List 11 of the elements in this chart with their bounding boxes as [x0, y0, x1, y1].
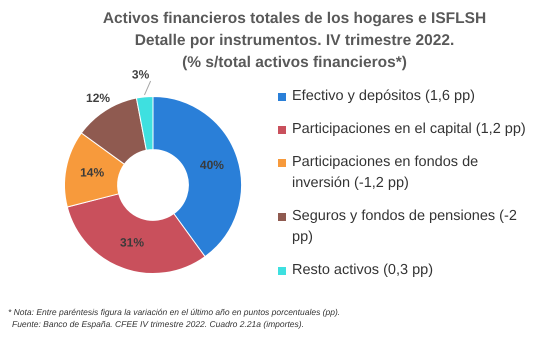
- legend-label: Participaciones en fondos de inversión (-1,2 pp): [292, 153, 480, 193]
- legend-label: Seguros y fondos de pensiones (-2 pp): [292, 207, 518, 247]
- legend-label: Efectivo y depósitos (1,6 pp): [292, 87, 475, 106]
- data-label: 14%: [80, 166, 104, 180]
- data-label: 12%: [86, 90, 110, 105]
- source-note: Fuente: Banco de España. CFEE IV trimestre 2022. Cuadro 2.21a (importes).: [11, 318, 305, 330]
- legend-label: Participaciones en el capital (1,2 pp): [292, 120, 526, 139]
- data-label: 31%: [120, 236, 144, 250]
- data-label: 40%: [200, 158, 224, 172]
- text: * Nota: Entre paréntesis figura la variación en el último año en puntos porcentuales (pp).: [8, 306, 340, 318]
- legend-label: Resto activos (0,3 pp): [292, 261, 434, 280]
